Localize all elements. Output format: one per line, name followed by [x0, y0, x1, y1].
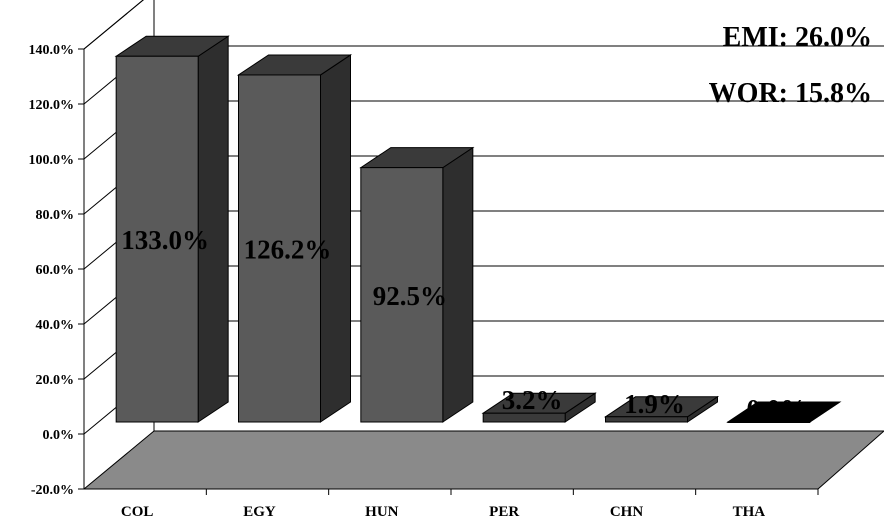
- annotation-emi: EMI: 26.0%: [723, 22, 872, 53]
- data-label-egy: 126.2%: [244, 234, 332, 264]
- y-tick-label: 20.0%: [36, 373, 75, 388]
- data-label-per: 3.2%: [502, 385, 563, 415]
- x-tick-label-per: PER: [489, 504, 519, 520]
- bar-side-hun: [442, 146, 474, 423]
- y-tick-label: 120.0%: [29, 98, 75, 113]
- y-tick-label: 60.0%: [36, 263, 75, 278]
- bar-chn: [605, 416, 688, 423]
- bar-per: [482, 412, 566, 423]
- bar-egy: [238, 74, 321, 423]
- x-tick-label-tha: THA: [733, 504, 766, 520]
- y-tick-label: 40.0%: [36, 318, 75, 333]
- y-tick-label: 100.0%: [29, 153, 75, 168]
- y-tick-label: 80.0%: [36, 208, 75, 223]
- bar-tha: [727, 421, 811, 423]
- labels: 133.0% 126.2% 92.5% 3.2% 1.9% 0.0%: [121, 225, 807, 424]
- y-tick-label: 140.0%: [29, 43, 75, 58]
- x-tick-label-hun: HUN: [365, 504, 399, 520]
- data-label-col: 133.0%: [121, 225, 209, 255]
- y-tick-label: 0.0%: [43, 428, 75, 443]
- y-axis-top: [83, 0, 144, 50]
- x-tick-label-chn: CHN: [610, 504, 644, 520]
- bar-hun: [360, 167, 444, 423]
- y-tick-label: -20.0%: [31, 483, 74, 498]
- bar-col: [115, 55, 199, 423]
- data-label-chn: 1.9%: [624, 389, 685, 419]
- x-tick-label-egy: EGY: [243, 504, 276, 520]
- x-tick-label-col: COL: [121, 504, 154, 520]
- annotation-wor: WOR: 15.8%: [709, 78, 872, 109]
- chart-floor: [82, 430, 884, 490]
- bars: [114, 35, 842, 423]
- axes: 140.0% 120.0% 100.0% 80.0% 60.0% 40.0% 20.0% 0.…: [29, 0, 819, 520]
- data-label-tha: 0.0%: [746, 394, 807, 424]
- data-label-hun: 92.5%: [373, 281, 447, 311]
